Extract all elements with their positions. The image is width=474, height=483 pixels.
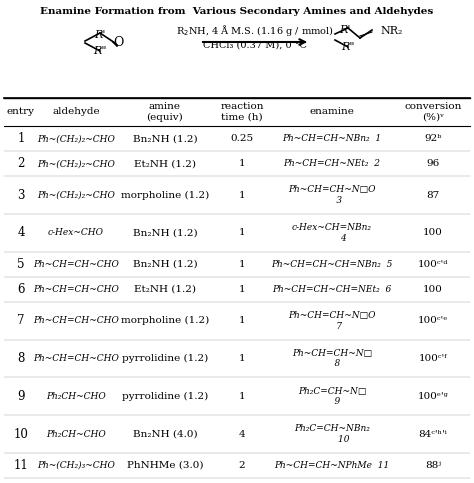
- Text: 1: 1: [239, 159, 246, 168]
- Text: Ph~CH=CH~NPhMe  11: Ph~CH=CH~NPhMe 11: [274, 461, 390, 470]
- Text: aldehyde: aldehyde: [52, 108, 100, 116]
- Text: conversion
(%)ᵛ: conversion (%)ᵛ: [404, 102, 462, 122]
- Text: Enamine Formation from  Various Secondary Amines and Aldehydes: Enamine Formation from Various Secondary…: [40, 7, 434, 16]
- Text: entry: entry: [7, 108, 35, 116]
- Text: morpholine (1.2): morpholine (1.2): [121, 191, 209, 199]
- Text: Ph₂CH~CHO: Ph₂CH~CHO: [46, 429, 106, 439]
- Text: Ph~CH=CH~N□
    8: Ph~CH=CH~N□ 8: [292, 349, 372, 368]
- Text: R': R': [339, 25, 351, 35]
- Text: Et₂NH (1.2): Et₂NH (1.2): [134, 159, 196, 168]
- Text: 10: 10: [14, 427, 28, 440]
- Text: 6: 6: [17, 283, 25, 296]
- Text: R': R': [94, 30, 106, 40]
- Text: reaction
time (h): reaction time (h): [220, 102, 264, 122]
- Text: 100ᶜ'ᵈ: 100ᶜ'ᵈ: [418, 260, 448, 269]
- Text: pyrrolidine (1.2): pyrrolidine (1.2): [122, 354, 208, 363]
- Text: Bn₂NH (1.2): Bn₂NH (1.2): [133, 134, 197, 143]
- Text: R": R": [341, 42, 355, 52]
- Text: 87: 87: [427, 191, 439, 199]
- Text: Ph~(CH₂)₂~CHO: Ph~(CH₂)₂~CHO: [37, 134, 115, 143]
- Text: 100ᵉ'ᵍ: 100ᵉ'ᵍ: [418, 392, 448, 401]
- Text: 88ʲ: 88ʲ: [425, 461, 441, 470]
- Text: 4: 4: [239, 429, 246, 439]
- Text: 5: 5: [17, 258, 25, 271]
- Text: 3: 3: [17, 189, 25, 201]
- Text: R": R": [93, 46, 107, 56]
- Text: 1: 1: [239, 260, 246, 269]
- Text: 1: 1: [239, 316, 246, 326]
- Text: 1: 1: [239, 354, 246, 363]
- Text: Bn₂NH (1.2): Bn₂NH (1.2): [133, 260, 197, 269]
- Text: 96: 96: [427, 159, 439, 168]
- Text: enamine: enamine: [310, 108, 355, 116]
- Text: Ph~CH=CH~CH=NEt₂  6: Ph~CH=CH~CH=NEt₂ 6: [273, 285, 392, 294]
- Text: Ph~CH=CH~CH=NBn₂  5: Ph~CH=CH~CH=NBn₂ 5: [271, 260, 392, 269]
- Text: c-Hex~CHO: c-Hex~CHO: [48, 228, 104, 237]
- Text: 2: 2: [239, 461, 246, 470]
- Text: 7: 7: [17, 314, 25, 327]
- Text: Ph~CH=CH~CHO: Ph~CH=CH~CHO: [33, 354, 119, 363]
- Text: Ph₂CH~CHO: Ph₂CH~CHO: [46, 392, 106, 401]
- Text: 9: 9: [17, 390, 25, 403]
- Text: Et₂NH (1.2): Et₂NH (1.2): [134, 285, 196, 294]
- Text: 100ᶜ'ᶠ: 100ᶜ'ᶠ: [419, 354, 447, 363]
- Text: 100: 100: [423, 285, 443, 294]
- Text: Ph~CH=CH~CHO: Ph~CH=CH~CHO: [33, 260, 119, 269]
- Text: Ph~CH=CH~N□O
     7: Ph~CH=CH~N□O 7: [288, 311, 376, 330]
- Text: 11: 11: [14, 459, 28, 472]
- Text: c-Hex~CH=NBn₂
        4: c-Hex~CH=NBn₂ 4: [292, 223, 372, 242]
- Text: Ph₂C=CH~NBn₂
        10: Ph₂C=CH~NBn₂ 10: [294, 424, 370, 444]
- Text: Ph~CH=CH~NEt₂  2: Ph~CH=CH~NEt₂ 2: [283, 159, 381, 168]
- Text: morpholine (1.2): morpholine (1.2): [121, 316, 209, 326]
- Text: 1: 1: [18, 132, 25, 145]
- Text: Ph~CH=CH~CHO: Ph~CH=CH~CHO: [33, 285, 119, 294]
- Text: O: O: [113, 37, 123, 49]
- Text: CHCl₃ (0.37 M), 0 °C: CHCl₃ (0.37 M), 0 °C: [203, 41, 307, 49]
- Text: pyrrolidine (1.2): pyrrolidine (1.2): [122, 392, 208, 401]
- Text: 2: 2: [18, 157, 25, 170]
- Text: NR₂: NR₂: [380, 26, 402, 36]
- Text: Ph~(CH₂)₂~CHO: Ph~(CH₂)₂~CHO: [37, 191, 115, 199]
- Text: Bn₂NH (4.0): Bn₂NH (4.0): [133, 429, 197, 439]
- Text: Ph₂C=CH~N□
    9: Ph₂C=CH~N□ 9: [298, 386, 366, 406]
- Text: R$_2$NH, 4 Å M.S. (1.16 g / mmol): R$_2$NH, 4 Å M.S. (1.16 g / mmol): [176, 24, 334, 39]
- Text: 84ᶜ'ʰ'ⁱ: 84ᶜ'ʰ'ⁱ: [419, 429, 447, 439]
- Text: 8: 8: [18, 352, 25, 365]
- Text: 92ᵇ: 92ᵇ: [424, 134, 442, 143]
- Text: 100: 100: [423, 228, 443, 237]
- Text: 1: 1: [239, 191, 246, 199]
- Text: amine
(equiv): amine (equiv): [146, 102, 183, 122]
- Text: 1: 1: [239, 228, 246, 237]
- Text: 4: 4: [17, 227, 25, 240]
- Text: 1: 1: [239, 392, 246, 401]
- Text: PhNHMe (3.0): PhNHMe (3.0): [127, 461, 203, 470]
- Text: 1: 1: [239, 285, 246, 294]
- Text: Ph~CH=CH~N□O
     3: Ph~CH=CH~N□O 3: [288, 185, 376, 205]
- Text: 100ᶜ'ᵉ: 100ᶜ'ᵉ: [418, 316, 448, 326]
- Text: Ph~(CH₂)₃~CHO: Ph~(CH₂)₃~CHO: [37, 461, 115, 470]
- Text: Ph~(CH₂)₂~CHO: Ph~(CH₂)₂~CHO: [37, 159, 115, 168]
- Text: 0.25: 0.25: [230, 134, 254, 143]
- Text: Bn₂NH (1.2): Bn₂NH (1.2): [133, 228, 197, 237]
- Text: Ph~CH=CH~NBn₂  1: Ph~CH=CH~NBn₂ 1: [283, 134, 382, 143]
- Text: Ph~CH=CH~CHO: Ph~CH=CH~CHO: [33, 316, 119, 326]
